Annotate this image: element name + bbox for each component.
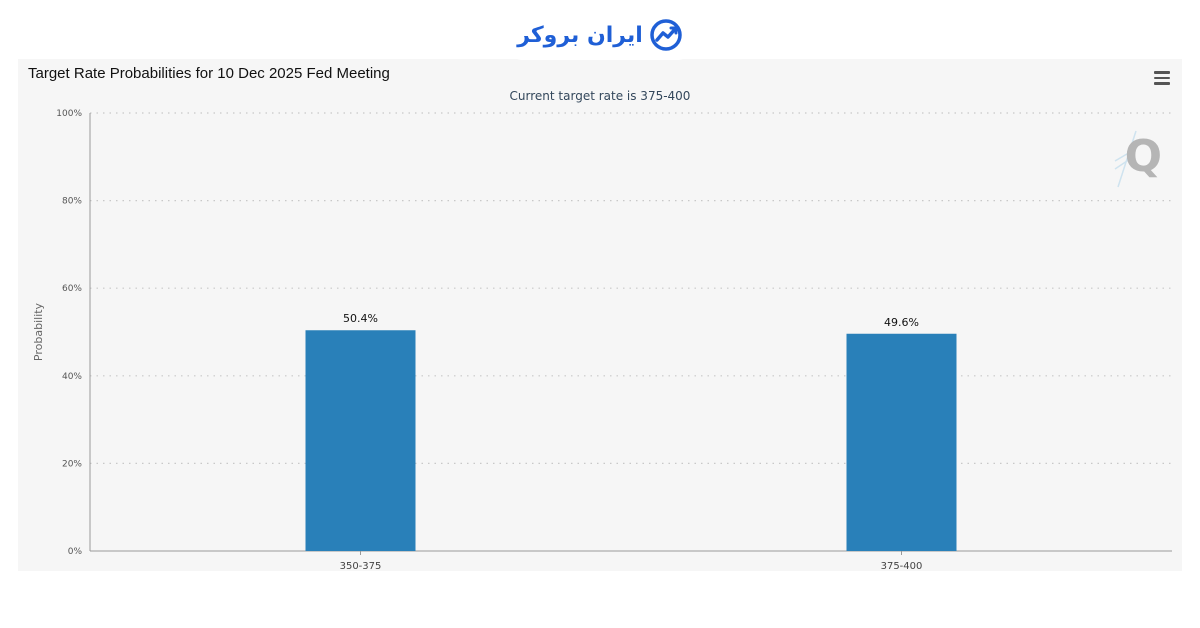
data-label: 50.4%	[343, 312, 378, 325]
q-watermark-icon: Q	[1114, 129, 1164, 191]
trend-chart-icon	[650, 19, 682, 51]
x-tick-label: 375-400	[881, 561, 923, 571]
x-tick-label: 350-375	[340, 561, 382, 571]
y-tick-label: 100%	[56, 109, 82, 119]
y-tick-label: 20%	[62, 459, 82, 469]
bar	[846, 333, 957, 551]
brand-logo[interactable]: ایران بروکر	[510, 10, 690, 60]
y-tick-label: 80%	[62, 197, 82, 207]
bar	[305, 330, 416, 551]
y-axis-title: Probability	[32, 302, 45, 361]
chart-panel: Target Rate Probabilities for 10 Dec 202…	[18, 59, 1182, 571]
y-tick-label: 0%	[68, 547, 83, 557]
data-label: 49.6%	[884, 316, 919, 329]
y-tick-label: 60%	[62, 284, 82, 294]
watermark-letter: Q	[1124, 131, 1162, 182]
bar-chart: 0% 20% 40% 60% 80% 100% Probability 50.4% 350-3…	[32, 109, 1172, 571]
y-tick-label: 40%	[62, 372, 82, 382]
chart-title: Target Rate Probabilities for 10 Dec 202…	[28, 65, 390, 82]
chart-subtitle: Current target rate is 375-400	[509, 89, 691, 103]
hamburger-menu-icon[interactable]	[1154, 71, 1170, 85]
brand-name: ایران بروکر	[517, 22, 643, 48]
